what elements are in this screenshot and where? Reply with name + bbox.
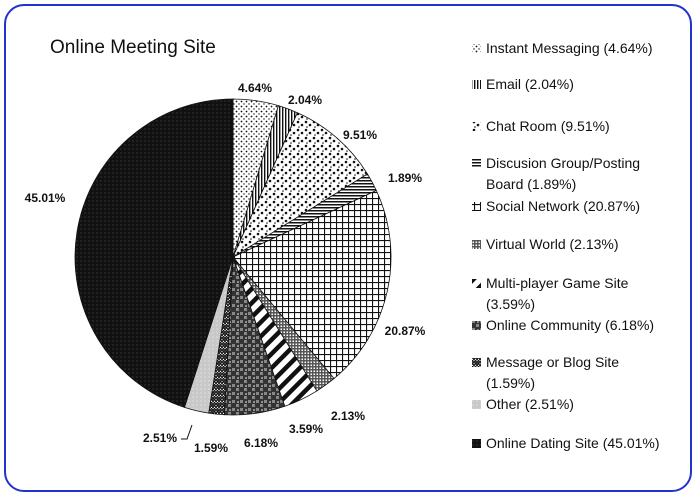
legend-item: Other (2.51%): [472, 396, 574, 412]
legend-swatch: [472, 202, 481, 211]
legend-label: Multi-player Game Site (3.59%): [486, 275, 629, 312]
legend-label: Message or Blog Site (1.59%): [486, 354, 619, 391]
legend-item: Message or Blog Site (1.59%): [472, 354, 619, 391]
legend-item: Online Dating Site (45.01%): [472, 435, 660, 451]
legend-item: Discusion Group/Posting Board (1.89%): [472, 155, 640, 192]
slice-label: 1.89%: [388, 171, 422, 185]
legend-swatch: [472, 358, 481, 367]
legend-swatch: [472, 44, 481, 53]
legend-label: Other (2.51%): [486, 396, 574, 412]
legend: Instant Messaging (4.64%) Email (2.04%) Ch…: [472, 40, 660, 451]
pie-slices: [74, 98, 392, 416]
slice-labels: 4.64% 2.04% 9.51% 1.89% 20.87% 2.13% 3.59% 6.18…: [25, 81, 426, 455]
slice-label: 45.01%: [25, 191, 66, 205]
legend-item: Multi-player Game Site (3.59%): [472, 275, 629, 312]
slice-label: 4.64%: [238, 81, 272, 95]
legend-swatch: [472, 80, 481, 89]
slice-label: 2.13%: [331, 409, 365, 423]
legend-label: Virtual World (2.13%): [486, 236, 619, 252]
legend-label: Social Network (20.87%): [486, 198, 640, 214]
legend-label: Email (2.04%): [486, 76, 574, 92]
legend-swatch: [472, 240, 481, 249]
legend-swatch: [472, 439, 481, 448]
legend-swatch: [472, 321, 481, 330]
legend-swatch: [472, 159, 481, 168]
legend-item: Social Network (20.87%): [472, 198, 640, 214]
slice-label: 2.51%: [143, 431, 177, 445]
pie-slice-online-dating-site: [74, 98, 234, 408]
pie-slice-chat-room: [232, 112, 368, 259]
chart-title: Online Meeting Site: [50, 37, 216, 58]
legend-swatch: [472, 279, 481, 288]
slice-label: 3.59%: [289, 422, 323, 436]
legend-label: Chat Room (9.51%): [486, 118, 610, 134]
legend-swatch: [472, 400, 481, 409]
legend-label: Discusion Group/Posting Board (1.89%): [486, 155, 640, 192]
slice-label: 2.04%: [288, 93, 322, 107]
legend-item: Online Community (6.18%): [472, 317, 654, 333]
leader-line: [181, 424, 193, 440]
legend-item: Email (2.04%): [472, 76, 574, 92]
legend-label: Online Dating Site (45.01%): [486, 435, 660, 451]
pie-slice-social-network: [232, 189, 392, 380]
legend-label: Instant Messaging (4.64%): [486, 40, 653, 56]
slice-label: 6.18%: [244, 436, 278, 450]
legend-item: Instant Messaging (4.64%): [472, 40, 653, 56]
legend-item: Virtual World (2.13%): [472, 236, 619, 252]
slice-label: 9.51%: [343, 128, 377, 142]
slice-label: 20.87%: [385, 324, 426, 338]
legend-item: Chat Room (9.51%): [472, 118, 610, 134]
legend-label: Online Community (6.18%): [486, 317, 654, 333]
slice-label: 1.59%: [194, 441, 228, 455]
legend-swatch: [472, 122, 481, 131]
